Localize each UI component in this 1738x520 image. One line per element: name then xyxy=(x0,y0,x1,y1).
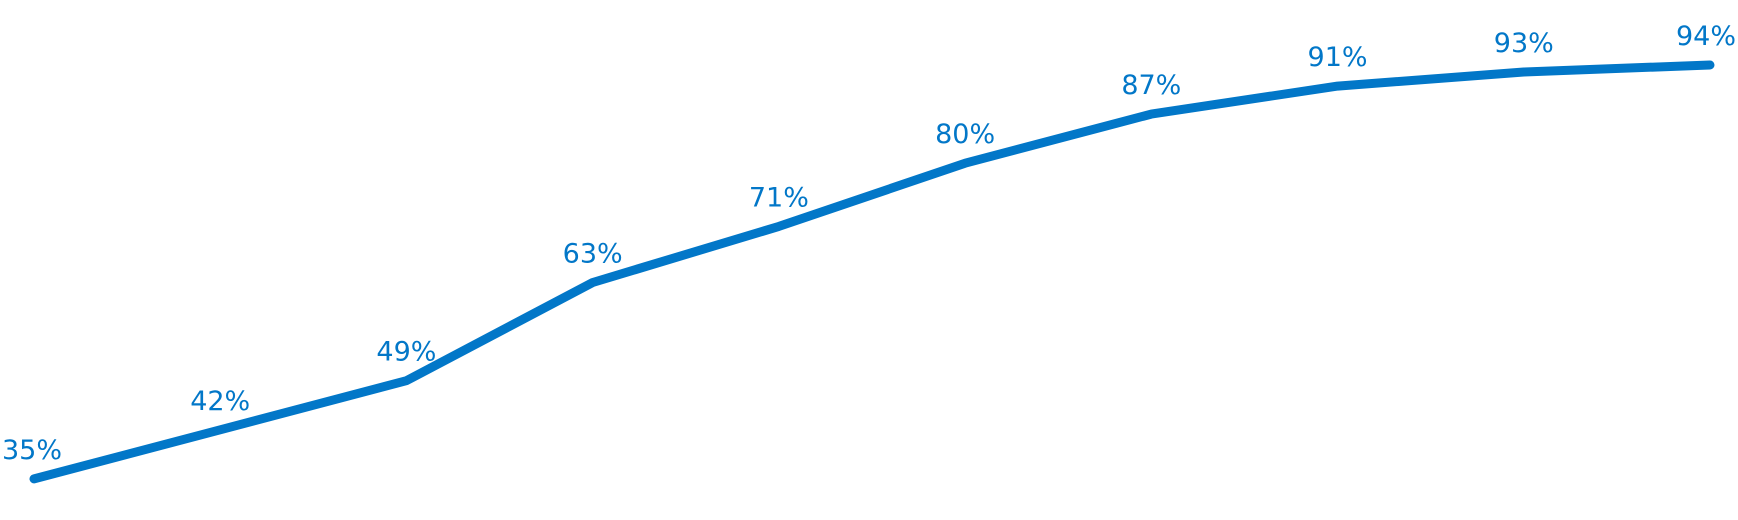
data-label: 35% xyxy=(2,435,62,466)
data-label: 71% xyxy=(749,182,809,213)
data-label: 91% xyxy=(1308,42,1368,73)
series-line xyxy=(29,60,1715,484)
data-label: 42% xyxy=(190,386,250,417)
data-label: 63% xyxy=(563,238,623,269)
data-label: 94% xyxy=(1676,21,1736,52)
data-label: 49% xyxy=(376,337,436,368)
data-label: 87% xyxy=(1121,70,1181,101)
line-layer xyxy=(29,60,1715,484)
data-label: 80% xyxy=(935,119,995,150)
data-label: 93% xyxy=(1494,28,1554,59)
label-layer: 35% 42% 49% 63% 71% 80% 87% 91% 93% 94% xyxy=(2,21,1736,466)
